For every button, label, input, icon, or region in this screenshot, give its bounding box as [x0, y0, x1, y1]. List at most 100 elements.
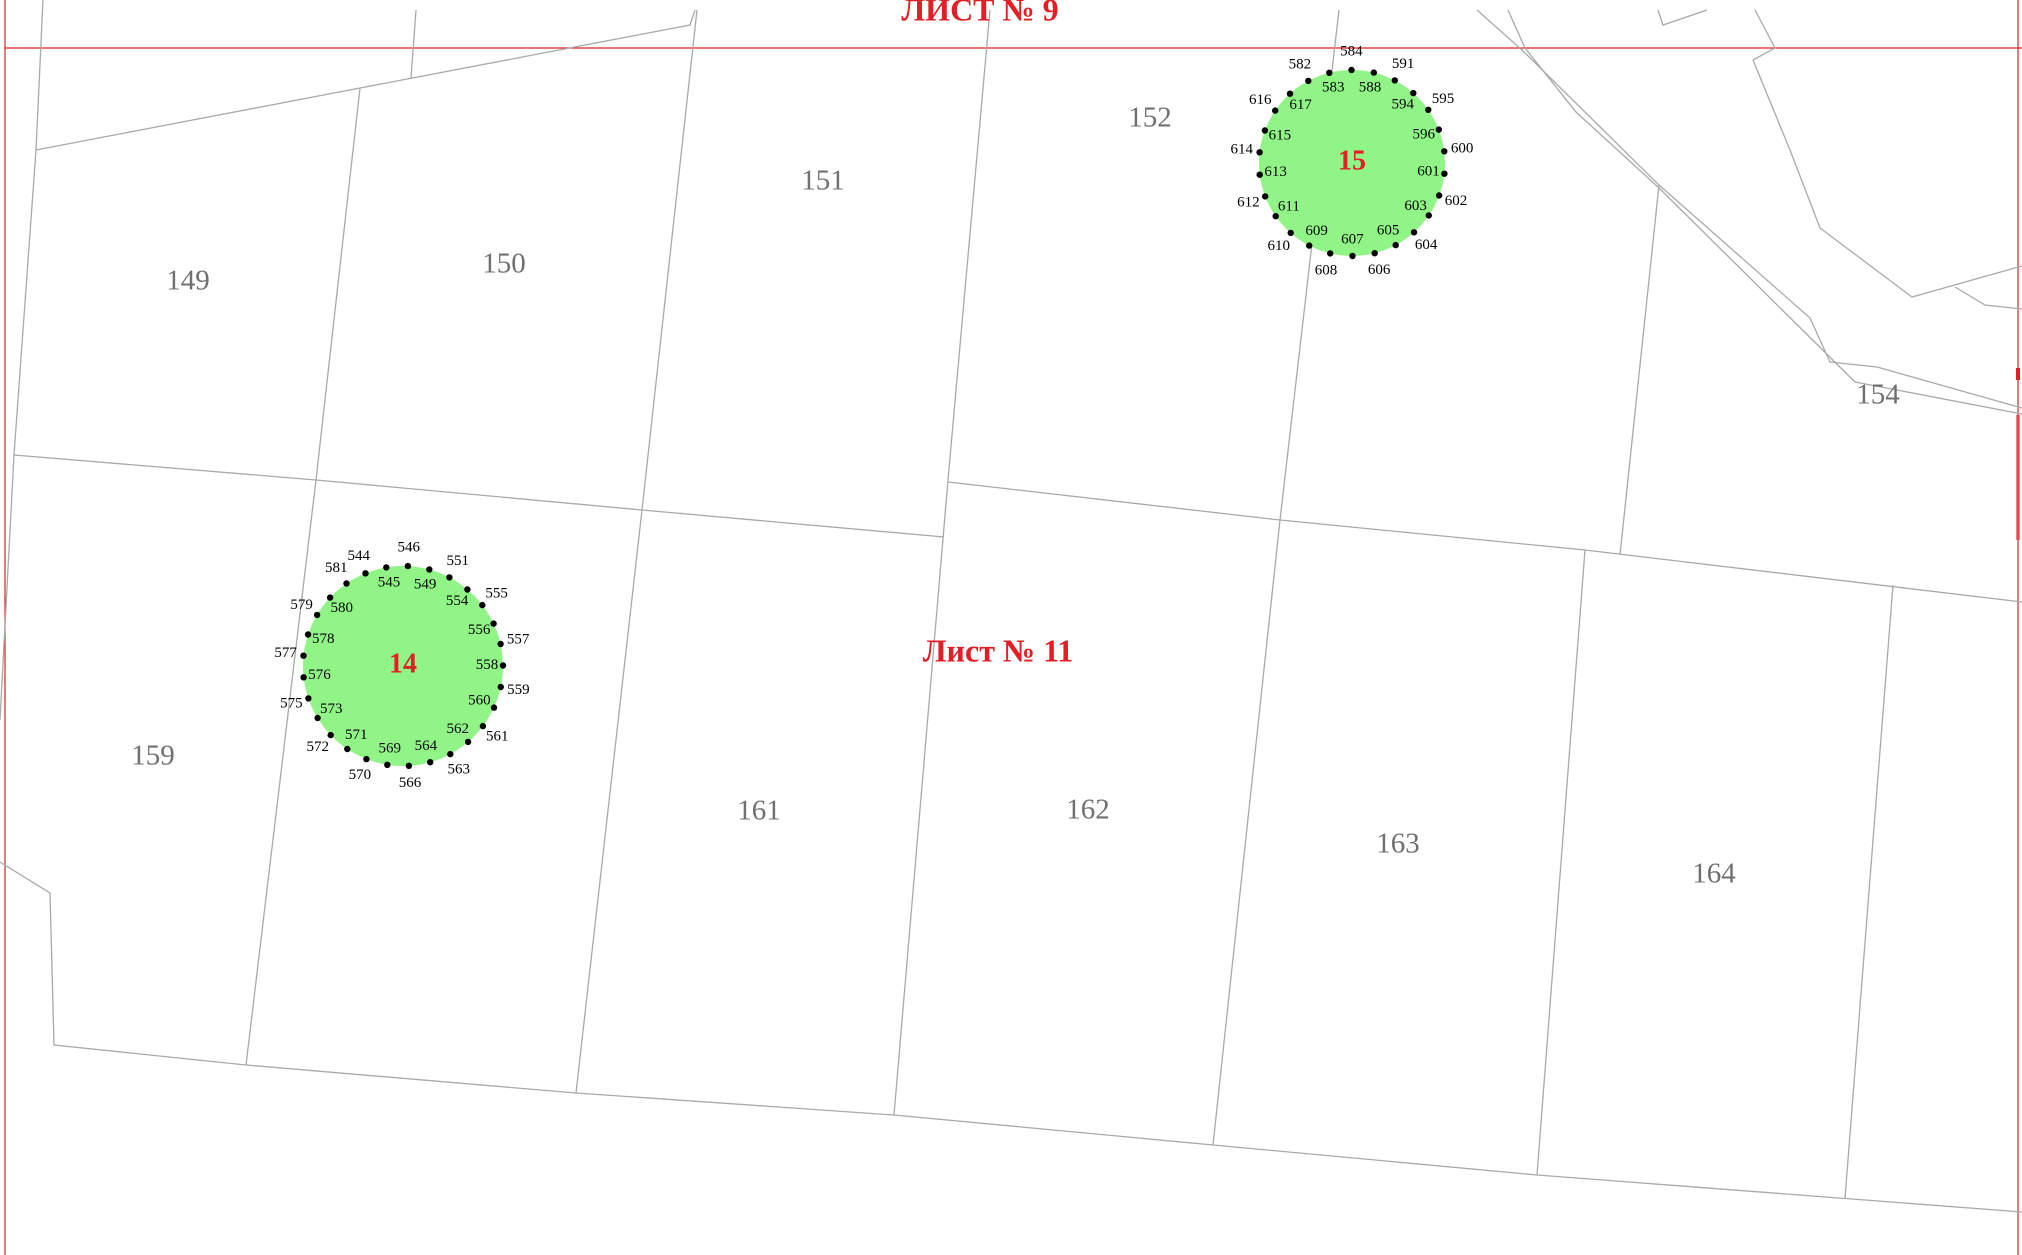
boundary-line [13, 454, 945, 538]
labels-layer: ЛИСТ № 9 Лист № 11 149 150 151 152 154 159 161… [131, 0, 1900, 890]
boundary-point-dot [1262, 193, 1269, 200]
boundary-point-dot [1256, 171, 1263, 178]
boundary-point-dot [1261, 127, 1269, 134]
boundary-point-dot [1272, 107, 1279, 114]
boundary-point-label: 576 [308, 667, 331, 683]
zone-area-14[interactable] [303, 566, 503, 766]
boundary-point-dot [479, 722, 487, 730]
edge-mark [2016, 415, 2020, 540]
boundary-point-label: 546 [398, 540, 421, 556]
zone-number-label: 14 [389, 648, 417, 679]
zones-layer: 544 545 546 549 551 554 555 556 557 558 559 560 561 5… [274, 43, 1473, 791]
boundary-line [245, 87, 361, 1066]
boundary-point-label: 600 [1451, 140, 1474, 156]
boundary-point-label: 612 [1237, 194, 1260, 210]
parcel-label-150: 150 [482, 248, 526, 280]
boundary-point-dot [1326, 69, 1333, 77]
zone-area-15[interactable] [1259, 70, 1445, 256]
zone-14[interactable]: 544 545 546 549 551 554 555 556 557 558 559 560 561 5… [274, 540, 529, 792]
boundary-point-label: 563 [448, 761, 471, 777]
boundary-point-dot [305, 695, 312, 702]
boundary-point-label: 569 [379, 740, 402, 756]
boundary-point-label: 611 [1278, 199, 1300, 215]
boundary-point-dot [490, 704, 498, 711]
boundary-point-dot [1349, 252, 1356, 260]
sheet-border-lines [4, 0, 2022, 1255]
parcel-label-152: 152 [1128, 102, 1172, 134]
boundary-point-dot [1435, 126, 1443, 133]
boundary-point-label: 554 [446, 593, 469, 609]
boundary-point-label: 562 [446, 721, 469, 737]
boundary-point-label: 591 [1392, 56, 1415, 72]
boundary-point-dot [1410, 89, 1417, 97]
boundary-point-dot [1410, 229, 1418, 236]
boundary-point-dot [1305, 77, 1312, 85]
boundary-line [1752, 9, 2022, 298]
boundary-point-dot [1441, 148, 1448, 155]
boundary-point-label: 570 [349, 767, 372, 783]
boundary-point-dot [300, 674, 307, 681]
boundary-point-dot [479, 601, 486, 609]
boundary-point-label: 558 [476, 657, 499, 673]
boundary-point-label: 577 [274, 645, 297, 661]
boundary-point-label: 557 [507, 632, 530, 648]
boundary-line [35, 9, 696, 151]
boundary-point-label: 609 [1305, 223, 1328, 239]
boundary-point-dot [427, 759, 434, 766]
boundary-point-dot [344, 745, 351, 753]
boundary-point-dot [447, 750, 454, 758]
boundary-point-label: 607 [1341, 231, 1364, 247]
boundary-point-label: 584 [1340, 43, 1363, 59]
boundary-line [1657, 9, 1708, 26]
boundary-point-label: 545 [378, 575, 401, 591]
boundary-line [1619, 184, 1660, 556]
parcel-label-149: 149 [166, 265, 210, 297]
boundary-point-label: 556 [468, 622, 491, 638]
boundary-point-dot [1348, 66, 1355, 74]
boundary-point-dot [1371, 250, 1378, 257]
boundary-point-label: 580 [330, 600, 353, 616]
boundary-line [0, 861, 2022, 1213]
boundary-point-dot [499, 662, 507, 669]
boundary-point-label: 601 [1417, 163, 1440, 179]
parcel-label-162: 162 [1066, 794, 1110, 826]
edge-mark [2016, 368, 2020, 380]
boundary-point-dot [327, 731, 334, 739]
boundary-point-label: 551 [447, 553, 470, 569]
boundary-point-dot [363, 755, 370, 763]
boundary-point-dot [383, 564, 390, 571]
boundary-point-dot [1287, 229, 1294, 237]
boundary-point-dot [404, 562, 412, 570]
zone-15[interactable]: 582 583 584 588 591 594 595 596 600 601 602 603 604 6… [1230, 43, 1473, 278]
boundary-point-dot [1286, 90, 1294, 97]
boundary-point-dot [1391, 77, 1399, 84]
boundary-point-dot [362, 570, 369, 577]
boundary-point-label: 581 [325, 560, 348, 576]
boundary-point-dot [304, 631, 312, 638]
boundary-point-label: 579 [290, 597, 313, 613]
boundary-line [1476, 9, 2022, 409]
boundary-point-dot [1425, 212, 1433, 219]
boundary-point-label: 544 [348, 548, 371, 564]
boundary-point-dot [464, 586, 471, 593]
boundary-point-dot [1441, 170, 1448, 177]
boundary-point-dot [446, 574, 453, 581]
boundary-point-dot [384, 761, 391, 768]
boundary-line [410, 9, 417, 79]
boundary-line [893, 9, 991, 1116]
boundary-point-label: 571 [345, 727, 368, 743]
boundary-line [947, 481, 2022, 603]
boundary-point-dot [426, 566, 433, 573]
boundary-point-dot [1435, 192, 1443, 199]
zone-number-label: 15 [1338, 145, 1366, 176]
boundary-point-label: 549 [414, 576, 437, 592]
boundary-point-dot [300, 652, 307, 659]
boundary-point-dot [490, 620, 497, 627]
boundary-point-label: 561 [486, 728, 509, 744]
boundary-point-label: 573 [320, 701, 343, 717]
boundary-point-label: 566 [399, 775, 422, 791]
boundary-point-dot [1370, 69, 1378, 76]
boundary-point-label: 555 [485, 586, 508, 602]
boundary-point-dot [1327, 250, 1334, 257]
